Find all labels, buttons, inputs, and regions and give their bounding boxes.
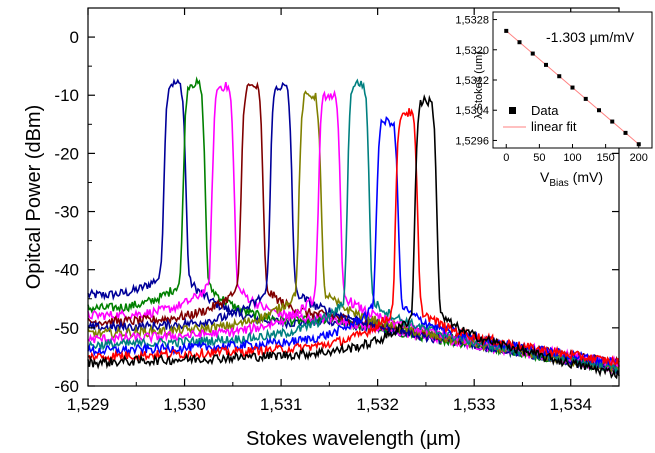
inset-x-tick-label-3: 150 — [596, 152, 614, 164]
legend-marker-data — [509, 107, 516, 114]
inset-y-axis-title: λ Stokes (um) — [473, 51, 485, 119]
x-tick-label-0: 1,529 — [67, 395, 110, 414]
series-line-7 — [87, 78, 620, 375]
inset-x-tick-label-0: 0 — [503, 152, 509, 164]
series-line-9 — [87, 108, 620, 367]
series-line-10 — [87, 94, 620, 380]
x-tick-label-4: 1,533 — [453, 395, 496, 414]
y-tick-label-1: -10 — [54, 86, 79, 105]
inset-data-point-4 — [557, 74, 562, 79]
inset-x-tick-label-2: 100 — [563, 152, 581, 164]
x-tick-label-1: 1,530 — [163, 395, 206, 414]
inset-data-point-0 — [504, 28, 509, 33]
legend-label-fit: linear fit — [531, 119, 577, 134]
inset-y-tick-label-4: 1,5296 — [455, 135, 489, 147]
x-tick-label-5: 1,534 — [549, 395, 592, 414]
inset-y-tick-label-3: 1,5304 — [455, 105, 489, 117]
inset-data-point-9 — [623, 130, 628, 135]
inset-y-tick-label-1: 1,5320 — [455, 45, 489, 57]
y-tick-label-3: -30 — [54, 203, 79, 222]
y-axis-title: Opitcal Power (dBm) — [23, 105, 45, 290]
inset-x-title-unit: (mV) — [569, 169, 603, 185]
y-tick-label-2: -20 — [54, 144, 79, 163]
inset-y-tick-label-0: 1,5328 — [455, 15, 489, 27]
inset-data-point-10 — [636, 142, 641, 147]
inset-data-point-2 — [530, 51, 535, 56]
x-tick-label-2: 1,531 — [260, 395, 303, 414]
y-tick-label-5: -50 — [54, 319, 79, 338]
inset-x-title-main: V — [540, 169, 550, 185]
inset-plot: 0 50 100 150 200 1,5328 1,5320 1,5312 1,5304 1,52… — [455, 11, 653, 189]
inset-data-point-3 — [544, 62, 548, 67]
inset-x-title-sub: Bias — [549, 178, 568, 189]
inset-data-point-6 — [583, 96, 588, 101]
inset-data-point-8 — [610, 119, 615, 124]
y-tick-label-0: 0 — [70, 28, 79, 47]
main-plot: 1,529 1,530 1,531 1,532 1,533 1,534 0 -10 -20 -30… — [23, 7, 620, 450]
x-axis-title: Stokes wavelength (µm) — [246, 428, 461, 450]
inset-data-point-7 — [597, 108, 601, 113]
inset-x-tick-label-1: 50 — [533, 152, 545, 164]
inset-y-tick-label-2: 1,5312 — [455, 75, 489, 87]
main-plot-frame — [87, 7, 620, 387]
inset-slope-annotation: -1.303 µm/mV — [546, 29, 635, 45]
inset-x-axis-title: VBias (mV) — [540, 169, 603, 189]
inset-frame — [492, 11, 653, 149]
x-tick-label-3: 1,532 — [356, 395, 399, 414]
y-tick-label-6: -60 — [54, 377, 79, 396]
inset-x-tick-label-4: 200 — [630, 152, 648, 164]
y-tick-label-4: -40 — [54, 261, 79, 280]
inset-data-point-5 — [570, 85, 575, 90]
legend-label-data: Data — [531, 103, 559, 118]
inset-data-point-1 — [517, 40, 522, 45]
